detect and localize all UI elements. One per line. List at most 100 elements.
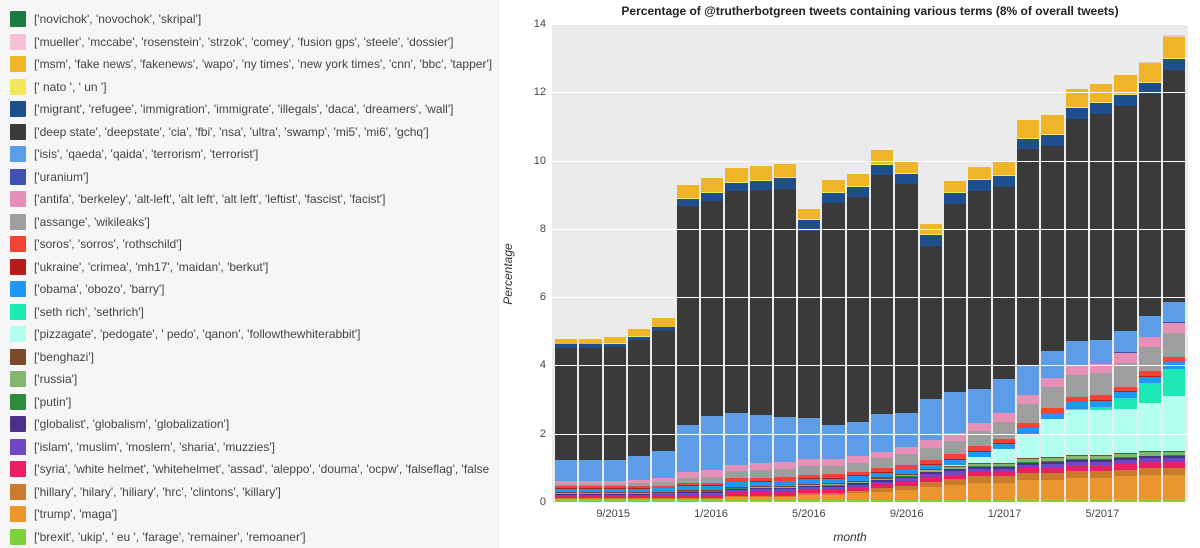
- x-tick-label: 9/2016: [890, 502, 924, 520]
- legend-item: [' nato ', ' un ']: [10, 76, 492, 99]
- legend-swatch: [10, 349, 26, 365]
- bar-segment: [750, 166, 772, 180]
- bar-segment: [968, 476, 990, 483]
- legend-swatch: [10, 326, 26, 342]
- bar-segment: [993, 422, 1015, 439]
- legend-panel: ['novichok', 'novochok', 'skripal']['mue…: [0, 0, 500, 548]
- bar-segment: [1041, 419, 1063, 457]
- y-tick-label: 8: [516, 223, 552, 235]
- x-tick-label: 1/2017: [988, 502, 1022, 520]
- bar-segment: [774, 178, 796, 188]
- legend-swatch: [10, 394, 26, 410]
- bar-segment: [701, 416, 723, 471]
- bar-segment: [677, 185, 699, 199]
- x-tick-label: 9/2015: [596, 502, 630, 520]
- bar-segment: [847, 493, 869, 500]
- bar-segment: [555, 460, 577, 480]
- y-tick-label: 10: [516, 155, 552, 167]
- legend-swatch: [10, 506, 26, 522]
- legend-swatch: [10, 416, 26, 432]
- bar-segment: [871, 165, 893, 175]
- bar-segment: [1066, 119, 1088, 341]
- legend-label: ['islam', 'muslim', 'moslem', 'sharia', …: [34, 440, 275, 454]
- legend-item: ['russia']: [10, 368, 492, 391]
- bar-segment: [725, 191, 747, 413]
- legend-swatch: [10, 304, 26, 320]
- bar-segment: [1090, 471, 1112, 478]
- bar-segment: [1041, 473, 1063, 480]
- bar-segment: [1139, 63, 1161, 82]
- legend-label: ['soros', 'sorros', 'rothschild']: [34, 237, 182, 251]
- legend-item: ['islam', 'muslim', 'moslem', 'sharia', …: [10, 436, 492, 459]
- bar-segment: [579, 460, 601, 480]
- legend-label: ['benghazi']: [34, 350, 94, 364]
- legend-swatch: [10, 281, 26, 297]
- legend-label: [' nato ', ' un ']: [34, 80, 107, 94]
- legend-item: ['migrant', 'refugee', 'immigration', 'i…: [10, 98, 492, 121]
- bar-segment: [822, 193, 844, 203]
- bar-segment: [725, 471, 747, 478]
- bar-segment: [968, 191, 990, 389]
- bar: [701, 24, 723, 502]
- bar-segment: [701, 178, 723, 192]
- bar-segment: [774, 189, 796, 418]
- bar: [652, 24, 674, 502]
- legend-item: ['msm', 'fake news', 'fakenews', 'wapo',…: [10, 53, 492, 76]
- bar-segment: [1163, 70, 1185, 302]
- bar-segment: [750, 463, 772, 470]
- legend-label: ['trump', 'maga']: [34, 507, 117, 521]
- legend-swatch: [10, 169, 26, 185]
- legend-item: ['isis', 'qaeda', 'qaida', 'terrorism', …: [10, 143, 492, 166]
- bar-segment: [628, 340, 650, 456]
- chart-title: Percentage of @trutherbotgreen tweets co…: [550, 4, 1190, 18]
- bar-segment: [1041, 135, 1063, 146]
- legend-item: ['benghazi']: [10, 346, 492, 369]
- bar-segment: [968, 457, 990, 464]
- bar-segment: [944, 392, 966, 433]
- legend-swatch: [10, 11, 26, 27]
- bar: [750, 24, 772, 502]
- bar-segment: [652, 318, 674, 327]
- legend-swatch: [10, 79, 26, 95]
- legend-label: ['isis', 'qaeda', 'qaida', 'terrorism', …: [34, 147, 258, 161]
- bar-segment: [1114, 398, 1136, 408]
- bar-segment: [871, 175, 893, 414]
- bar-segment: [993, 162, 1015, 176]
- legend-swatch: [10, 236, 26, 252]
- bar-segment: [1163, 475, 1185, 499]
- bar-segment: [677, 199, 699, 206]
- bar-segment: [968, 389, 990, 423]
- bar-segment: [1139, 403, 1161, 451]
- bar-segment: [871, 150, 893, 164]
- bar-segment: [993, 176, 1015, 187]
- bar: [774, 24, 796, 502]
- legend-swatch: [10, 101, 26, 117]
- legend-item: ['soros', 'sorros', 'rothschild']: [10, 233, 492, 256]
- bar-segment: [847, 422, 869, 456]
- bar-segment: [774, 469, 796, 478]
- bar-segment: [750, 190, 772, 415]
- bar-segment: [1139, 468, 1161, 475]
- bar-segment: [1090, 373, 1112, 395]
- legend-swatch: [10, 146, 26, 162]
- legend-item: ['brexit', 'ukip', ' eu ', 'farage', 're…: [10, 526, 492, 548]
- legend-item: ['pizzagate', 'pedogate', ' pedo', 'qano…: [10, 323, 492, 346]
- bar-segment: [993, 476, 1015, 483]
- bar-segment: [1017, 480, 1039, 499]
- bar-segment: [725, 413, 747, 464]
- legend-item: ['hillary', 'hilary', 'hiliary', 'hrc', …: [10, 481, 492, 504]
- legend-item: ['novichok', 'novochok', 'skripal']: [10, 8, 492, 31]
- bar: [871, 24, 893, 502]
- bar-segment: [1041, 146, 1063, 351]
- bar-segment: [652, 451, 674, 478]
- bar: [555, 24, 577, 502]
- bar-segment: [1041, 387, 1063, 407]
- bar-segment: [1066, 108, 1088, 119]
- bar-segment: [968, 180, 990, 191]
- bar-segment: [920, 448, 942, 460]
- bar-segment: [701, 201, 723, 416]
- bar-segment: [895, 174, 917, 184]
- bar-segment: [1139, 383, 1161, 403]
- bar-segment: [895, 413, 917, 447]
- bar-segment: [725, 183, 747, 192]
